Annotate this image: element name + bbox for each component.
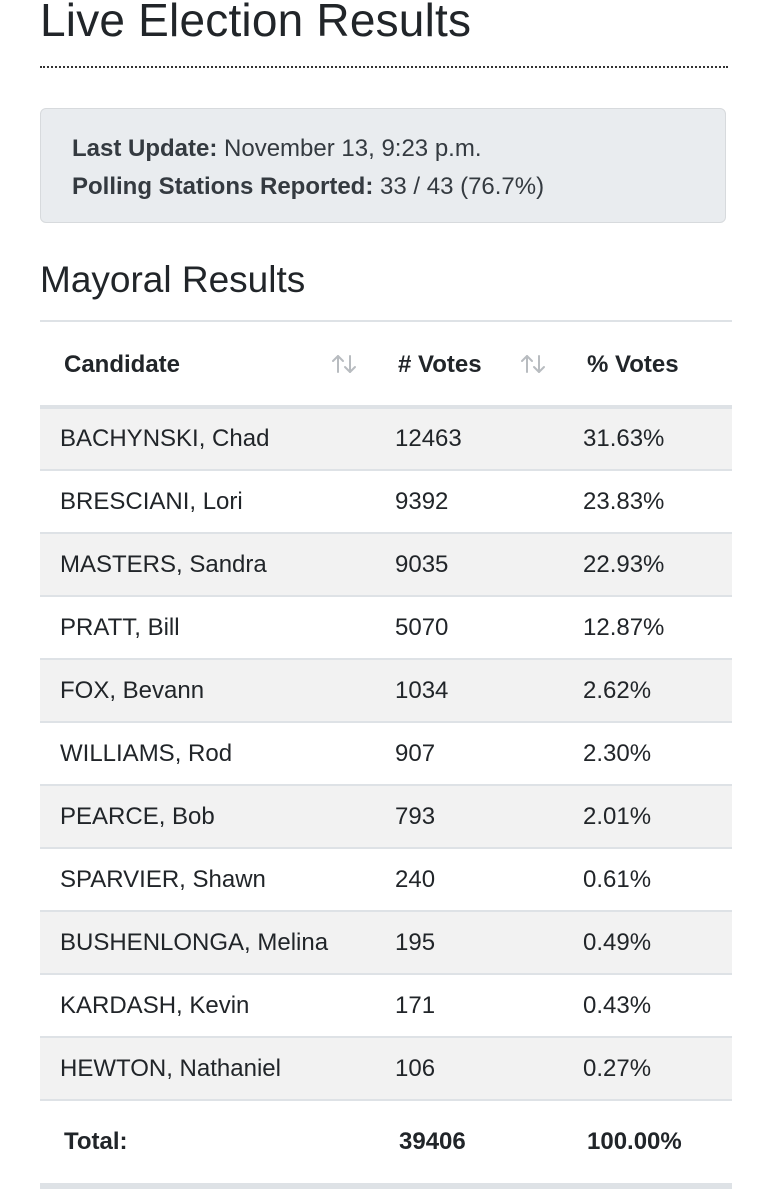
pct-votes-cell: 31.63% bbox=[563, 407, 732, 471]
pct-votes-cell: 0.61% bbox=[563, 848, 732, 912]
candidate-name-cell: BACHYNSKI, Chad bbox=[40, 407, 375, 471]
votes-cell: 171 bbox=[375, 974, 563, 1038]
total-pct: 100.00% bbox=[563, 1100, 732, 1189]
votes-cell: 195 bbox=[375, 911, 563, 975]
section-title: Mayoral Results bbox=[40, 259, 306, 300]
votes-cell: 12463 bbox=[375, 407, 563, 471]
column-header-label: % Votes bbox=[587, 351, 679, 378]
candidate-name-cell: FOX, Bevann bbox=[40, 659, 375, 723]
pct-votes-cell: 2.01% bbox=[563, 785, 732, 849]
polling-stations-line: Polling Stations Reported: 33 / 43 (76.7… bbox=[72, 172, 544, 202]
column-header-pct-votes: % Votes bbox=[563, 320, 732, 409]
table-row: PEARCE, Bob 793 2.01% bbox=[40, 785, 732, 849]
pct-votes-cell: 0.27% bbox=[563, 1037, 732, 1101]
candidate-name-cell: BUSHENLONGA, Melina bbox=[40, 911, 375, 975]
polling-stations-value: 33 / 43 (76.7%) bbox=[380, 173, 545, 200]
table-row: WILLIAMS, Rod 907 2.30% bbox=[40, 722, 732, 786]
polling-stations-label: Polling Stations Reported: bbox=[72, 173, 374, 200]
votes-cell: 9392 bbox=[375, 470, 563, 534]
table-row: BRESCIANI, Lori 9392 23.83% bbox=[40, 470, 732, 534]
last-update-label: Last Update: bbox=[72, 135, 218, 162]
pct-votes-cell: 2.62% bbox=[563, 659, 732, 723]
votes-cell: 106 bbox=[375, 1037, 563, 1101]
last-update-value: November 13, 9:23 p.m. bbox=[224, 135, 482, 162]
votes-cell: 1034 bbox=[375, 659, 563, 723]
candidate-name-cell: PEARCE, Bob bbox=[40, 785, 375, 849]
title-divider bbox=[40, 66, 728, 68]
total-votes: 39406 bbox=[375, 1100, 563, 1189]
sort-icon[interactable] bbox=[330, 352, 358, 376]
results-table: Candidate # Votes bbox=[40, 320, 732, 1189]
column-header-label: # Votes bbox=[398, 351, 482, 378]
column-header-label: Candidate bbox=[64, 351, 181, 378]
votes-cell: 9035 bbox=[375, 533, 563, 597]
table-row: BACHYNSKI, Chad 12463 31.63% bbox=[40, 407, 732, 471]
votes-cell: 907 bbox=[375, 722, 563, 786]
total-row: Total: 39406 100.00% bbox=[40, 1100, 732, 1189]
pct-votes-cell: 0.43% bbox=[563, 974, 732, 1038]
pct-votes-cell: 2.30% bbox=[563, 722, 732, 786]
votes-cell: 240 bbox=[375, 848, 563, 912]
candidate-name-cell: MASTERS, Sandra bbox=[40, 533, 375, 597]
pct-votes-cell: 23.83% bbox=[563, 470, 732, 534]
column-header-votes[interactable]: # Votes bbox=[375, 320, 563, 409]
votes-cell: 793 bbox=[375, 785, 563, 849]
sort-icon[interactable] bbox=[519, 352, 547, 376]
table-row: SPARVIER, Shawn 240 0.61% bbox=[40, 848, 732, 912]
candidate-name-cell: HEWTON, Nathaniel bbox=[40, 1037, 375, 1101]
table-row: FOX, Bevann 1034 2.62% bbox=[40, 659, 732, 723]
pct-votes-cell: 22.93% bbox=[563, 533, 732, 597]
candidate-name-cell: PRATT, Bill bbox=[40, 596, 375, 660]
pct-votes-cell: 12.87% bbox=[563, 596, 732, 660]
table-row: MASTERS, Sandra 9035 22.93% bbox=[40, 533, 732, 597]
candidate-name-cell: SPARVIER, Shawn bbox=[40, 848, 375, 912]
status-box: Last Update: November 13, 9:23 p.m. Poll… bbox=[40, 108, 726, 223]
votes-cell: 5070 bbox=[375, 596, 563, 660]
candidate-name-cell: KARDASH, Kevin bbox=[40, 974, 375, 1038]
total-label: Total: bbox=[40, 1100, 375, 1189]
column-header-candidate[interactable]: Candidate bbox=[40, 320, 375, 409]
table-row: BUSHENLONGA, Melina 195 0.49% bbox=[40, 911, 732, 975]
candidate-name-cell: WILLIAMS, Rod bbox=[40, 722, 375, 786]
last-update-line: Last Update: November 13, 9:23 p.m. bbox=[72, 134, 482, 164]
table-row: HEWTON, Nathaniel 106 0.27% bbox=[40, 1037, 732, 1101]
table-row: PRATT, Bill 5070 12.87% bbox=[40, 596, 732, 660]
table-header-row: Candidate # Votes bbox=[40, 320, 732, 409]
table-row: KARDASH, Kevin 171 0.43% bbox=[40, 974, 732, 1038]
page-title: Live Election Results bbox=[40, 0, 472, 46]
candidate-name-cell: BRESCIANI, Lori bbox=[40, 470, 375, 534]
pct-votes-cell: 0.49% bbox=[563, 911, 732, 975]
